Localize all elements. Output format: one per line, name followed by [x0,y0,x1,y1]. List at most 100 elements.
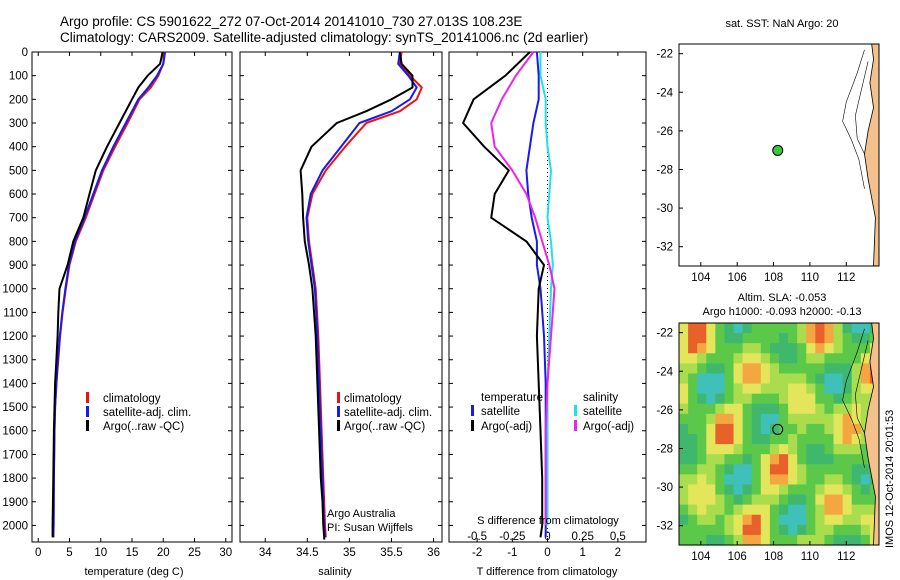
heatmap-cell [788,343,798,354]
heatmap-cell [733,494,744,506]
heatmap-cell [769,373,780,385]
heatmap-cell [751,504,762,516]
heatmap-cell [706,353,716,364]
heatmap-cell [715,484,726,496]
heatmap-cell [833,534,844,546]
heatmap-cell [797,474,807,486]
heatmap-cell [797,504,807,516]
heatmap-cell [706,504,716,516]
heatmap-cell [706,403,716,415]
y-tick-label: 1600 [2,426,28,438]
heatmap-cell [779,484,789,496]
heatmap-cell [715,524,726,536]
series-line [305,51,418,538]
heatmap-cell [815,413,826,425]
heatmap-cell [869,494,880,506]
heatmap-cell [842,514,853,526]
heatmap-cell [751,454,762,465]
heatmap-cell [751,363,762,375]
heatmap-cell [697,514,707,526]
heatmap-cell [769,343,780,354]
heatmap-cell [733,363,744,375]
y-tick-label: -32 [656,521,673,533]
y-tick-label: 2000 [2,520,28,532]
heatmap-cell [742,534,753,546]
heatmap-cell [788,383,798,395]
heatmap-cell [815,323,826,334]
heatmap-cell [779,454,789,465]
figure-title-line1: Argo profile: CS 5901622_272 07-Oct-2014… [60,14,522,29]
heatmap-cell [688,343,698,354]
x-tick-label: 15 [126,547,139,559]
heatmap-cell [724,484,735,496]
heatmap-cell [760,343,771,354]
salinity-panel: 34 34.5 35 35.5 36 [239,51,443,559]
heatmap-cell [824,464,835,475]
heatmap-cell [679,423,689,435]
heatmap-cell [824,524,835,536]
heatmap-cell [851,534,862,546]
heatmap-cell [751,343,762,354]
heatmap-cell [733,373,744,385]
heatmap-cell [851,373,862,385]
heatmap-cell [833,343,844,354]
heatmap-cell [788,413,798,425]
x-tick-label: 5 [66,547,72,559]
argo-location-marker [772,144,784,156]
heatmap-cell [860,534,871,546]
heatmap-cell [688,474,698,486]
heatmap-cell [697,534,707,546]
temperature-panel: 0 5 10 15 20 25 300100200300400500600700800900… [2,47,233,559]
heatmap-cell [679,444,689,455]
heatmap-cell [779,514,789,526]
heatmap-cell [788,403,798,415]
heatmap-cell [751,373,762,385]
x-tick-label: 0 [544,547,550,559]
heatmap-cell [733,434,744,445]
heatmap-cell [860,514,871,526]
heatmap-cell [742,484,753,496]
heatmap-cell [751,494,762,506]
legend-swatch-satellite [471,405,474,416]
heatmap-cell [824,323,835,334]
heatmap-cell [688,363,698,375]
heatmap-cell [815,524,826,536]
heatmap-cell [715,464,726,475]
heatmap-cell [724,373,735,385]
heatmap-cell [860,444,871,455]
heatmap-cell [724,494,735,506]
heatmap-cell [842,393,853,405]
heatmap-cell [842,333,853,344]
heatmap-cell [769,323,780,334]
heatmap-cell [715,504,726,516]
heatmap-cell [824,363,835,375]
heatmap-cell [842,363,853,375]
heatmap-cell [706,484,716,496]
heatmap-cell [860,383,871,395]
heatmap-cell [815,343,826,354]
legend-swatch-climatology [86,392,89,403]
heatmap-cell [760,383,771,395]
heatmap-cell [769,423,780,435]
heatmap-cell [806,494,816,506]
heatmap-cell [760,333,771,344]
heatmap-cell [724,464,735,475]
heatmap-cell [806,444,816,455]
heatmap-cell [751,434,762,445]
heatmap-cell [797,434,807,445]
heatmap-cell [742,343,753,354]
heatmap-cell [688,494,698,506]
heatmap-cell [715,363,726,375]
heatmap-cell [742,423,753,435]
heatmap-cell [751,474,762,486]
heatmap-cell [715,343,726,354]
heatmap-cell [760,363,771,375]
heatmap-cell [679,393,689,405]
heatmap-cell [760,403,771,415]
series-line [490,51,556,526]
heatmap-cell [779,363,789,375]
heatmap-cell [815,353,826,364]
y-tick-label: -32 [656,242,673,254]
sst-map-title: sat. SST: NaN Argo: 20 [725,18,838,30]
heatmap-cell [824,484,835,496]
